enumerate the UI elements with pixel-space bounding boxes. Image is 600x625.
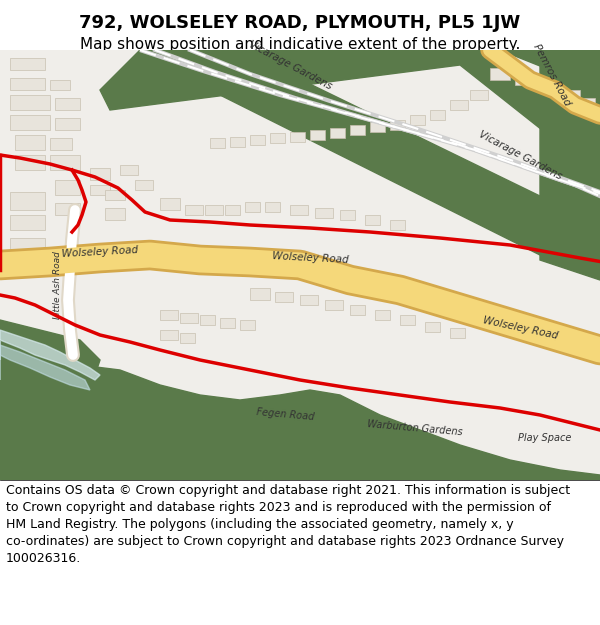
Bar: [105, 190, 125, 200]
Polygon shape: [0, 320, 100, 480]
Bar: [265, 202, 280, 212]
Bar: [270, 133, 285, 143]
Text: Contains OS data © Crown copyright and database right 2021. This information is : Contains OS data © Crown copyright and d…: [6, 484, 570, 566]
Bar: [15, 135, 45, 150]
Bar: [55, 98, 80, 110]
Bar: [300, 295, 318, 305]
Bar: [105, 208, 125, 220]
Bar: [540, 82, 558, 92]
Bar: [245, 202, 260, 212]
Polygon shape: [0, 350, 600, 480]
Bar: [330, 128, 345, 138]
Bar: [250, 288, 270, 300]
Bar: [160, 198, 180, 210]
Bar: [210, 138, 225, 148]
Bar: [160, 330, 178, 340]
Bar: [340, 210, 355, 220]
Bar: [160, 310, 178, 320]
Bar: [55, 203, 80, 215]
Bar: [365, 215, 380, 225]
Bar: [200, 315, 215, 325]
Bar: [470, 90, 488, 100]
Bar: [10, 115, 50, 130]
Bar: [400, 315, 415, 325]
Polygon shape: [540, 50, 600, 280]
Bar: [410, 115, 425, 125]
Bar: [450, 100, 468, 110]
Bar: [425, 322, 440, 332]
Text: Wolseley Road: Wolseley Road: [272, 251, 349, 265]
Bar: [10, 215, 45, 230]
Text: Pemros Road: Pemros Road: [532, 42, 572, 107]
Bar: [10, 192, 45, 210]
Bar: [90, 168, 110, 180]
Bar: [15, 155, 45, 170]
Polygon shape: [500, 50, 600, 85]
Bar: [515, 75, 533, 85]
Bar: [290, 205, 308, 215]
Bar: [580, 98, 595, 108]
Polygon shape: [130, 50, 600, 285]
Text: Fegen Road: Fegen Road: [256, 408, 314, 422]
Bar: [50, 155, 80, 170]
Bar: [490, 68, 510, 80]
Bar: [205, 205, 223, 215]
Bar: [565, 90, 580, 100]
Bar: [250, 135, 265, 145]
Bar: [430, 110, 445, 120]
Bar: [10, 78, 45, 90]
Bar: [375, 310, 390, 320]
Text: Wolseley Road: Wolseley Road: [482, 315, 559, 341]
Bar: [390, 120, 405, 130]
Bar: [230, 137, 245, 147]
Bar: [450, 328, 465, 338]
Bar: [225, 205, 240, 215]
Text: Little Ash Road: Little Ash Road: [53, 251, 62, 319]
Text: Vicarage Gardens: Vicarage Gardens: [477, 129, 563, 181]
Text: Wolseley Road: Wolseley Road: [62, 245, 139, 259]
Bar: [310, 130, 325, 140]
Text: Map shows position and indicative extent of the property.: Map shows position and indicative extent…: [80, 38, 520, 53]
Polygon shape: [100, 50, 600, 170]
Bar: [180, 333, 195, 343]
Bar: [240, 320, 255, 330]
Text: Warburton Gardens: Warburton Gardens: [367, 419, 463, 437]
Polygon shape: [195, 50, 600, 250]
Bar: [55, 118, 80, 130]
Bar: [390, 220, 405, 230]
Bar: [350, 125, 365, 135]
Bar: [50, 138, 72, 150]
Bar: [10, 238, 45, 250]
Bar: [55, 180, 80, 195]
Bar: [135, 180, 153, 190]
Bar: [290, 132, 305, 142]
Text: Vicarage Gardens: Vicarage Gardens: [247, 39, 333, 91]
Bar: [90, 185, 110, 195]
Bar: [325, 300, 343, 310]
Polygon shape: [0, 345, 90, 390]
Polygon shape: [0, 330, 100, 380]
Bar: [10, 58, 45, 70]
Text: 792, WOLSELEY ROAD, PLYMOUTH, PL5 1JW: 792, WOLSELEY ROAD, PLYMOUTH, PL5 1JW: [79, 14, 521, 32]
Bar: [315, 208, 333, 218]
Text: Play Space: Play Space: [518, 433, 572, 443]
Bar: [10, 95, 50, 110]
Bar: [185, 205, 203, 215]
Bar: [275, 292, 293, 302]
Bar: [50, 80, 70, 90]
Bar: [350, 305, 365, 315]
Bar: [120, 165, 138, 175]
Bar: [180, 313, 198, 323]
Bar: [220, 318, 235, 328]
Bar: [370, 122, 385, 132]
